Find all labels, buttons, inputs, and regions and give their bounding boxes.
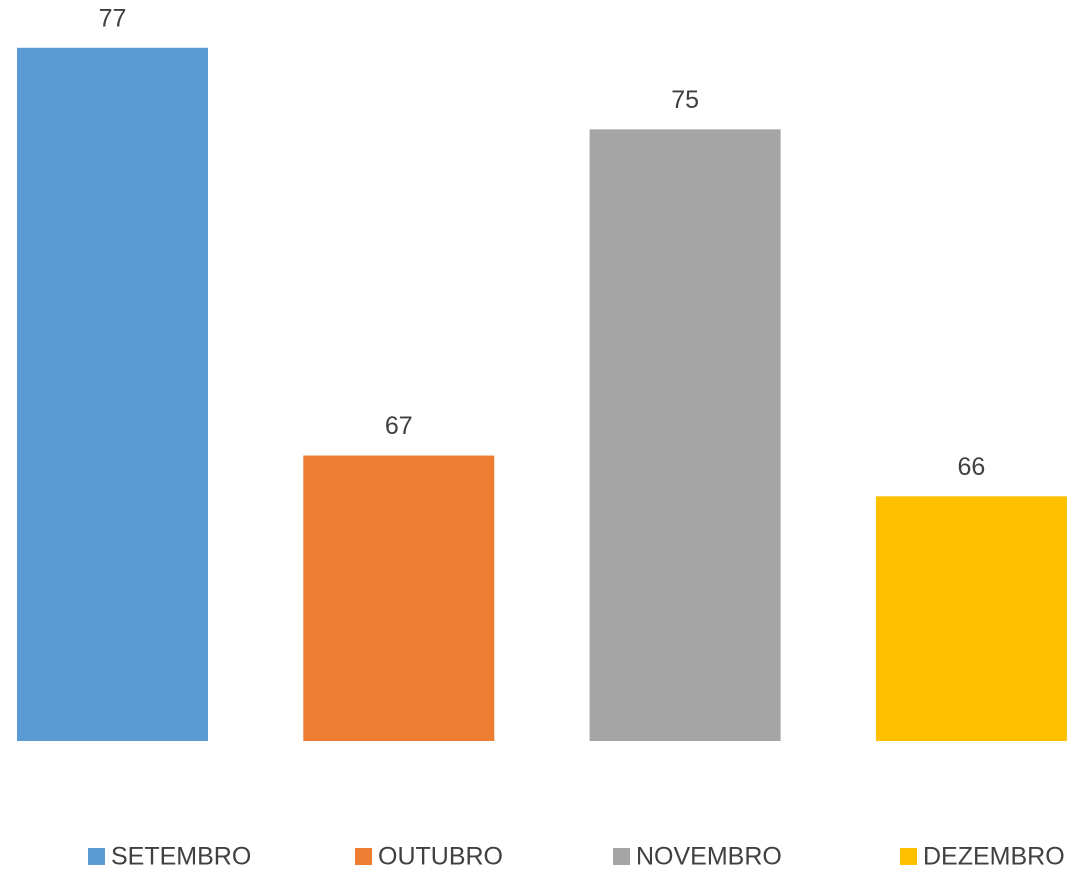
legend-swatch — [900, 848, 917, 865]
bar — [303, 455, 495, 741]
data-label: 66 — [957, 453, 985, 481]
bar — [875, 496, 1067, 741]
data-label: 77 — [99, 4, 127, 32]
legend-label: DEZEMBRO — [923, 843, 1065, 871]
legend-label: NOVEMBRO — [636, 843, 782, 871]
data-label: 67 — [385, 412, 413, 440]
legend-label: SETEMBRO — [111, 843, 251, 871]
legend-swatch — [613, 848, 630, 865]
legend-swatch — [355, 848, 372, 865]
bar — [17, 47, 208, 742]
legend-swatch — [88, 848, 105, 865]
data-label: 75 — [671, 86, 699, 114]
legend-label: OUTUBRO — [378, 843, 503, 871]
bar — [589, 129, 781, 742]
